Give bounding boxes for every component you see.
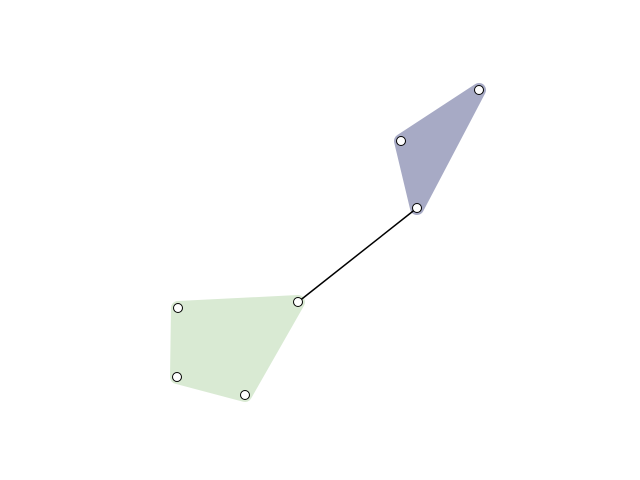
node-p1[interactable] bbox=[396, 136, 406, 146]
node-p3[interactable] bbox=[412, 203, 422, 213]
edge-g4-p3 bbox=[297, 207, 418, 303]
node-g2[interactable] bbox=[172, 372, 182, 382]
node-g4[interactable] bbox=[293, 297, 303, 307]
cluster-hull-purple bbox=[394, 83, 486, 215]
node-g1[interactable] bbox=[173, 303, 183, 313]
cluster-hull-green bbox=[170, 295, 305, 402]
node-g3[interactable] bbox=[240, 390, 250, 400]
node-p2[interactable] bbox=[474, 85, 484, 95]
